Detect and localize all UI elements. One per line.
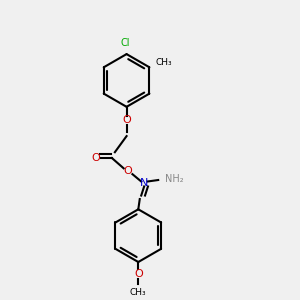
Text: Cl: Cl <box>120 38 130 48</box>
Text: N: N <box>140 178 148 188</box>
Text: CH₃: CH₃ <box>130 288 147 297</box>
Text: O: O <box>122 115 131 125</box>
Text: O: O <box>124 166 132 176</box>
Text: NH₂: NH₂ <box>165 174 183 184</box>
Text: CH₃: CH₃ <box>156 58 172 68</box>
Text: O: O <box>134 269 143 279</box>
Text: O: O <box>92 153 100 163</box>
